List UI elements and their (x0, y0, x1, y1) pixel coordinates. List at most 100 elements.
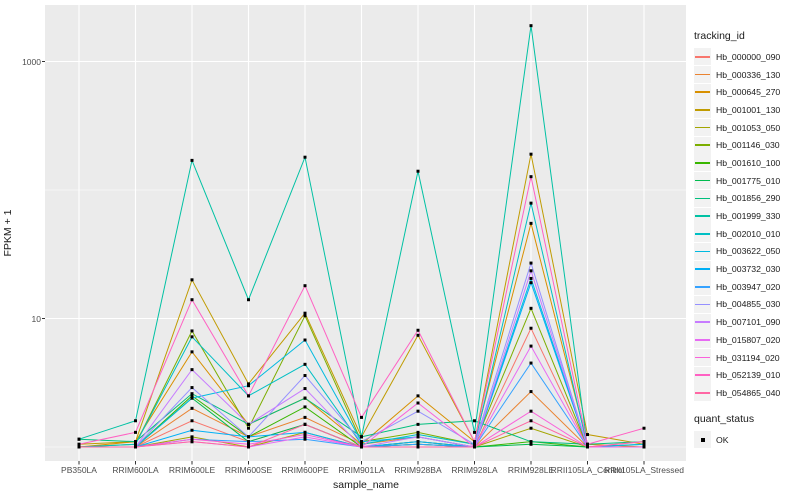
data-point (416, 169, 420, 173)
data-point (473, 442, 476, 446)
data-point (303, 415, 307, 419)
x-tick-label-RRIM600LA: RRIM600LA (112, 465, 159, 475)
y-axis-title: FPKM + 1 (2, 209, 14, 257)
data-point (529, 390, 533, 394)
legend-label: Hb_052139_010 (716, 370, 781, 381)
legend-key (694, 295, 711, 313)
data-point (134, 442, 137, 446)
data-point (360, 442, 363, 446)
data-point (303, 362, 307, 366)
data-point (529, 419, 533, 423)
legend-label: Hb_001610_100 (716, 157, 781, 168)
data-point (303, 387, 307, 391)
data-point (529, 201, 533, 205)
data-point (303, 374, 307, 378)
data-point (642, 442, 646, 446)
legend-entry: Hb_000336_130 (694, 66, 798, 84)
legend-entry-ok: OK (694, 431, 798, 449)
legend-entry: Hb_003947_020 (694, 278, 798, 296)
data-point (190, 428, 194, 432)
data-point (529, 221, 533, 225)
data-point (134, 440, 137, 444)
legend-label: Hb_004855_030 (716, 299, 781, 310)
legend-line-swatch (695, 73, 710, 76)
data-point (416, 333, 420, 337)
data-point (303, 422, 307, 426)
legend-key (694, 260, 711, 278)
legend-key (694, 83, 711, 101)
legend-entry: Hb_031194_020 (694, 349, 798, 367)
data-point (190, 392, 194, 396)
data-point (529, 440, 533, 444)
data-point (190, 278, 194, 282)
data-point (303, 433, 307, 437)
data-point (190, 406, 194, 410)
x-tick-label-RRIM600PE: RRIM600PE (281, 465, 329, 475)
legend-entry: Hb_001999_330 (694, 207, 798, 225)
data-point (303, 338, 307, 342)
data-point (190, 419, 194, 423)
legend-entry: Hb_052139_010 (694, 366, 798, 384)
legend-entry: Hb_007101_090 (694, 313, 798, 331)
legend-entry: Hb_000645_270 (694, 83, 798, 101)
legend-label: Hb_001999_330 (716, 211, 781, 222)
data-point (190, 329, 194, 333)
data-point (190, 435, 194, 439)
legend-key (694, 172, 711, 190)
data-point (529, 409, 533, 413)
legend-line-swatch (695, 162, 710, 164)
legend-line-swatch (695, 339, 710, 341)
legend-key (694, 189, 711, 207)
data-point (529, 281, 533, 285)
x-tick-label-RRII105LA_Stressed: RRII105LA_Stressed (604, 465, 684, 475)
x-tick-label-RRIM928LA: RRIM928LA (451, 465, 498, 475)
data-point (416, 409, 420, 413)
legend-key (694, 278, 711, 296)
legend-entry: Hb_001001_130 (694, 101, 798, 119)
data-point (190, 396, 194, 400)
y-tick-label-1000: 1000 (22, 57, 41, 67)
data-point (190, 386, 194, 390)
y-tick-label-10: 10 (31, 314, 41, 324)
x-tick-label-RRIM600LE: RRIM600LE (168, 465, 216, 475)
legend-label: Hb_000336_130 (716, 69, 781, 80)
legend-label: Hb_001146_030 (716, 140, 780, 151)
legend-key (694, 48, 711, 66)
data-point (303, 405, 307, 409)
data-point (190, 437, 194, 441)
data-point (586, 433, 589, 437)
data-point (247, 394, 250, 398)
legend-entries: Hb_000000_090 Hb_000336_130 Hb_000645_270 H… (694, 48, 798, 402)
legend-line-swatch (695, 285, 710, 288)
legend-entry: Hb_003732_030 (694, 260, 798, 278)
legend-entry: Hb_015807_020 (694, 331, 798, 349)
legend-label: Hb_003622_050 (716, 246, 781, 257)
legend-key (694, 154, 711, 172)
data-point (190, 440, 194, 444)
legend-line-swatch (695, 56, 710, 58)
data-point (247, 384, 250, 388)
ok-square-marker-icon (700, 437, 705, 442)
legend: tracking_id Hb_000000_090 Hb_000336_130 Hb… (694, 30, 798, 449)
x-tick-label-RRIM600SE: RRIM600SE (224, 465, 273, 475)
legend-label: Hb_002010_010 (716, 228, 781, 239)
legend-line-swatch (695, 91, 710, 94)
data-point (190, 394, 194, 398)
legend-entry: Hb_000000_090 (694, 48, 798, 66)
data-point (77, 437, 81, 441)
legend-key (694, 331, 711, 349)
legend-entry: Hb_001053_050 (694, 119, 798, 137)
legend-line-swatch (695, 303, 710, 306)
data-point (586, 445, 589, 449)
legend-line-swatch (695, 179, 710, 182)
x-tick-label-RRIM928LE: RRIM928LE (507, 465, 555, 475)
legend-label: Hb_003732_030 (716, 264, 781, 275)
data-point (303, 155, 307, 159)
legend-label: Hb_003947_020 (716, 281, 781, 292)
data-point (247, 426, 250, 430)
data-point (529, 326, 533, 330)
legend-key (694, 66, 711, 84)
legend-label: Hb_007101_090 (716, 317, 781, 328)
legend-line-swatch (695, 197, 710, 200)
data-point (416, 435, 420, 439)
